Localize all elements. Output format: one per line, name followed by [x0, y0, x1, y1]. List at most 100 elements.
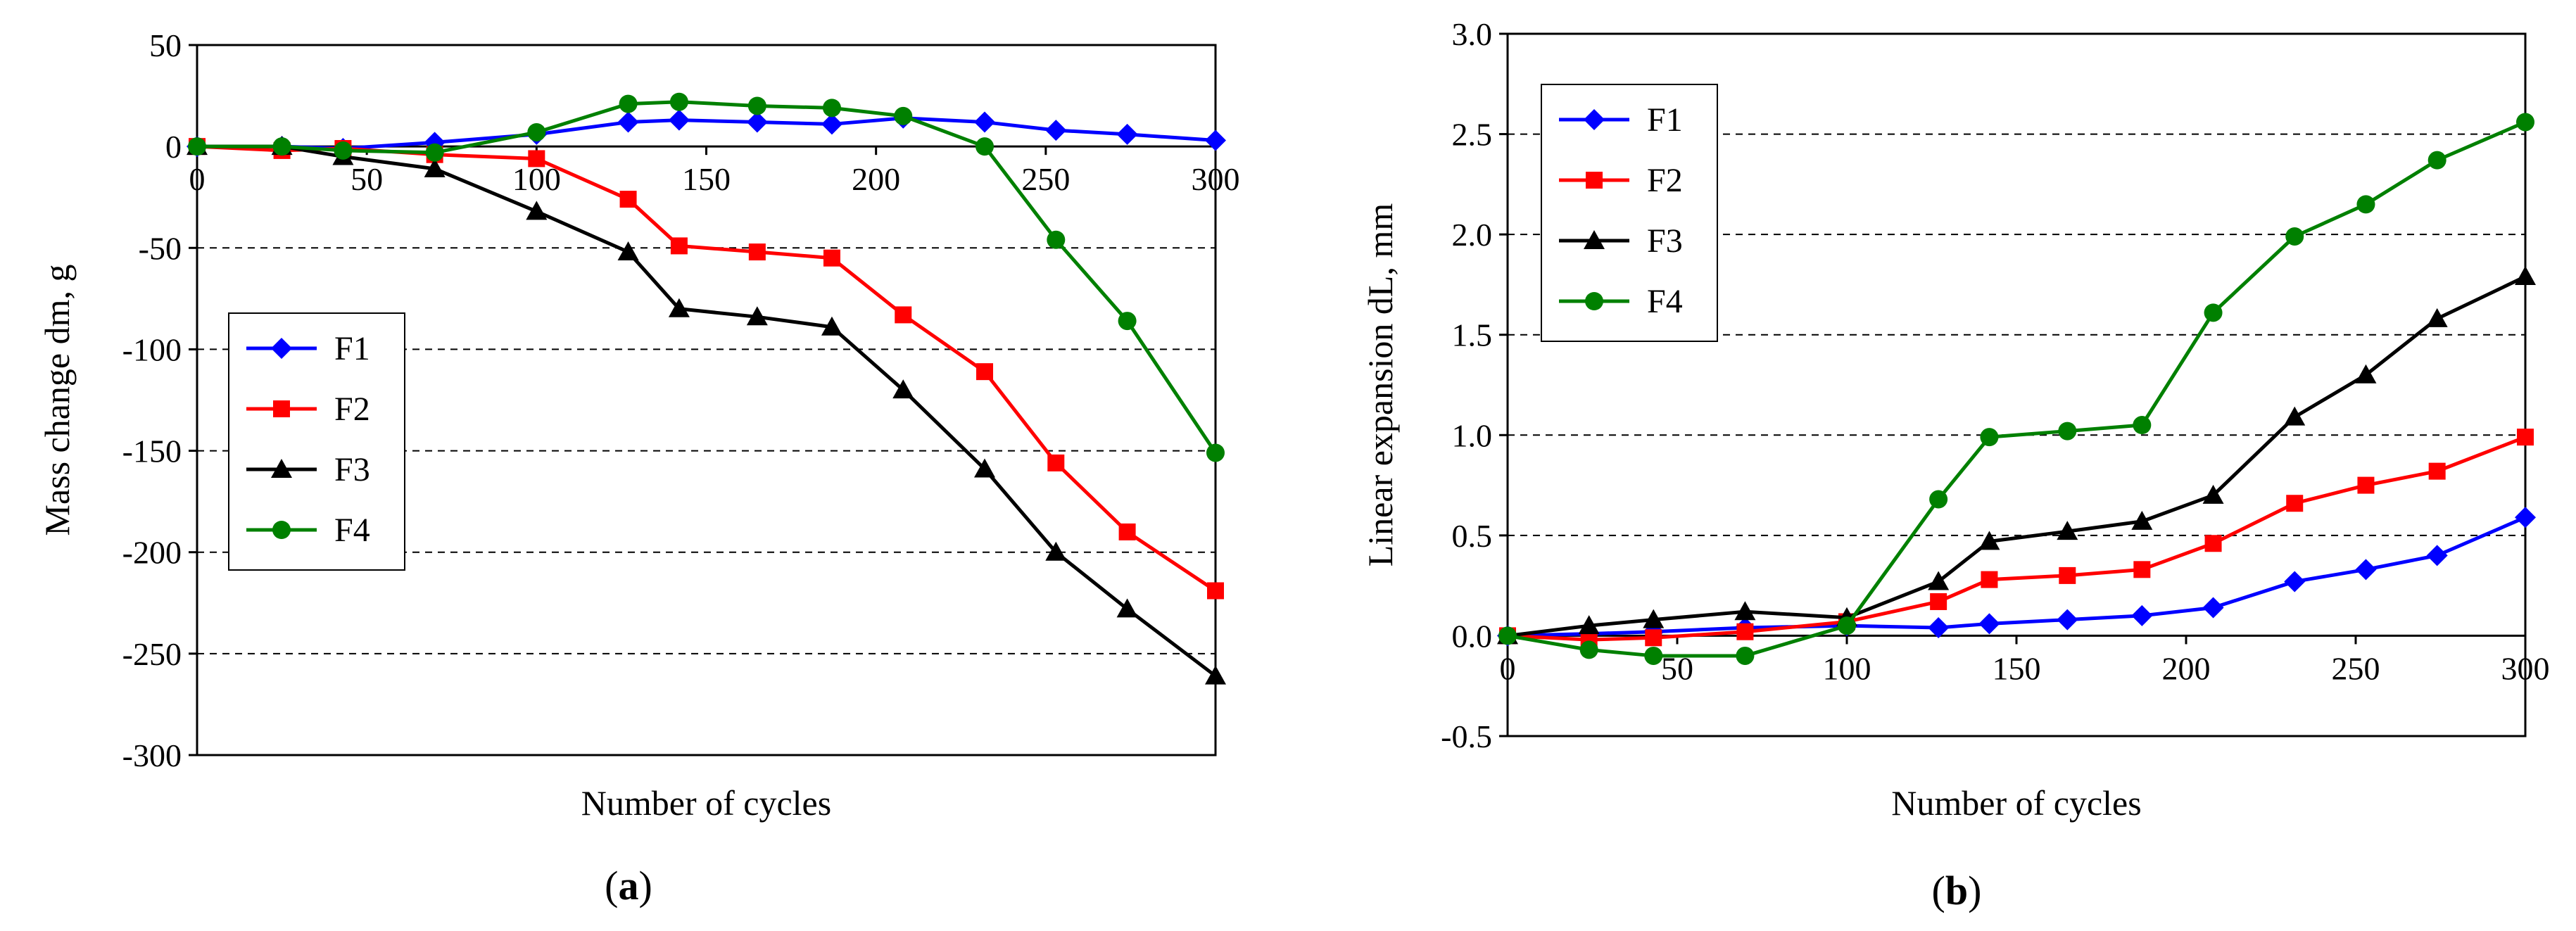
data-point-f4 — [1736, 646, 1755, 665]
data-point-f4 — [527, 122, 546, 141]
data-point-f2 — [1047, 454, 1065, 471]
x-tick-label: 0 — [1500, 650, 1516, 686]
data-point-f4 — [894, 106, 913, 125]
panel-label: (b) — [1932, 868, 1982, 913]
data-point-f3 — [1643, 609, 1665, 628]
data-point-f4 — [2356, 195, 2375, 214]
legend-item-f4: F4 — [246, 512, 370, 549]
legend-label: F2 — [334, 391, 370, 428]
data-point-f4 — [1047, 230, 1066, 249]
series-line-f1 — [1507, 515, 2526, 638]
data-point-f1 — [1045, 120, 1067, 141]
panel-letter: a — [619, 863, 639, 908]
data-point-f2 — [2204, 535, 2222, 552]
series-line-f3 — [197, 144, 1217, 678]
x-tick-label: 200 — [852, 161, 900, 197]
legend-marker-f2 — [1586, 172, 1603, 189]
panel-label: (a) — [605, 863, 652, 908]
y-tick-label: 0.0 — [1452, 618, 1493, 654]
data-point-f3 — [526, 201, 548, 220]
data-point-f1 — [2131, 604, 2153, 626]
data-point-f3 — [668, 298, 690, 317]
series-line-f1 — [197, 116, 1216, 151]
legend-marker-f3 — [1584, 230, 1605, 249]
x-tick-label: 150 — [682, 161, 731, 197]
data-point-f2 — [528, 150, 545, 167]
panel-label-open: ( — [1932, 868, 1945, 913]
data-point-f4 — [334, 141, 353, 160]
data-point-f4 — [2058, 422, 2077, 441]
data-point-f1 — [1928, 617, 1950, 639]
data-point-f2 — [1645, 629, 1662, 647]
y-tick-label: 1.0 — [1452, 417, 1493, 453]
plot-frame — [1506, 32, 2527, 737]
data-point-f1 — [1978, 613, 2000, 635]
legend: F1 F2 F3 F4 — [228, 312, 405, 571]
data-point-f2 — [2133, 561, 2151, 578]
data-point-f1 — [974, 111, 996, 133]
y-tick-label: 2.0 — [1452, 217, 1493, 253]
data-point-f1 — [746, 111, 768, 133]
data-point-f4 — [1206, 443, 1225, 462]
plot-frame — [196, 44, 1217, 756]
data-point-f3 — [2515, 266, 2536, 286]
legend-label: F3 — [1647, 222, 1683, 260]
data-point-f2 — [1930, 593, 1947, 610]
data-point-f3 — [2426, 308, 2448, 327]
data-point-f4 — [188, 137, 206, 156]
x-tick-label: 100 — [1823, 650, 1871, 686]
data-point-f4 — [619, 94, 638, 113]
chart-panel-b: -0.50.00.51.01.52.02.53.00 50 100 150 200 250… — [1360, 16, 2550, 913]
x-tick-label: 200 — [2162, 650, 2211, 686]
data-point-f2 — [670, 237, 688, 255]
data-point-f1 — [2355, 559, 2377, 581]
legend-marker-f1 — [271, 338, 292, 359]
y-tick-label: 0.5 — [1452, 518, 1493, 554]
legend-label: F4 — [1647, 283, 1683, 320]
data-point-f4 — [669, 92, 688, 111]
data-point-f1 — [1205, 129, 1226, 151]
data-point-f3 — [1205, 665, 1226, 685]
data-point-f2 — [619, 191, 637, 208]
data-point-f3 — [1734, 601, 1756, 621]
data-point-f2 — [1981, 571, 1998, 588]
data-point-f3 — [1928, 571, 1950, 590]
x-tick-label: 50 — [351, 161, 383, 197]
y-tick-label: 50 — [149, 27, 182, 63]
x-tick-label: 150 — [1993, 650, 2041, 686]
y-tick-label: -100 — [122, 331, 182, 367]
y-tick-label: -250 — [122, 636, 182, 672]
data-point-f3 — [892, 379, 914, 399]
y-tick-label: 1.5 — [1452, 317, 1493, 353]
data-point-f4 — [1929, 490, 1948, 509]
legend-label: F3 — [334, 451, 370, 488]
data-point-f3 — [617, 241, 639, 261]
x-tick-label: 0 — [189, 161, 206, 197]
data-point-f4 — [2516, 113, 2534, 132]
data-point-f4 — [822, 99, 841, 118]
legend-label: F1 — [334, 330, 370, 367]
data-point-f4 — [2204, 303, 2223, 322]
data-point-f4 — [747, 96, 766, 115]
legend: F1 F2 F3 F4 — [1541, 84, 1718, 342]
legend-item-f2: F2 — [1559, 162, 1683, 199]
legend-marker-f2 — [273, 400, 290, 417]
legend-label: F4 — [334, 512, 370, 549]
data-point-f4 — [1498, 626, 1517, 645]
y-tick-label: -0.5 — [1441, 718, 1492, 754]
panel-label-close: ) — [1968, 868, 1981, 913]
data-point-f2 — [976, 363, 994, 381]
data-point-f2 — [2286, 495, 2304, 512]
data-point-f3 — [2057, 521, 2078, 540]
data-point-f4 — [1838, 616, 1856, 635]
data-point-f2 — [823, 249, 840, 267]
data-point-f4 — [2133, 416, 2152, 435]
y-axis-label: Linear expansion dL, mm — [1360, 203, 1400, 567]
x-tick-label: 300 — [2501, 650, 2550, 686]
panel-label-open: ( — [605, 863, 618, 908]
data-point-f3 — [746, 306, 768, 326]
data-point-f3 — [821, 316, 842, 336]
series-line-f3 — [1507, 274, 2527, 638]
